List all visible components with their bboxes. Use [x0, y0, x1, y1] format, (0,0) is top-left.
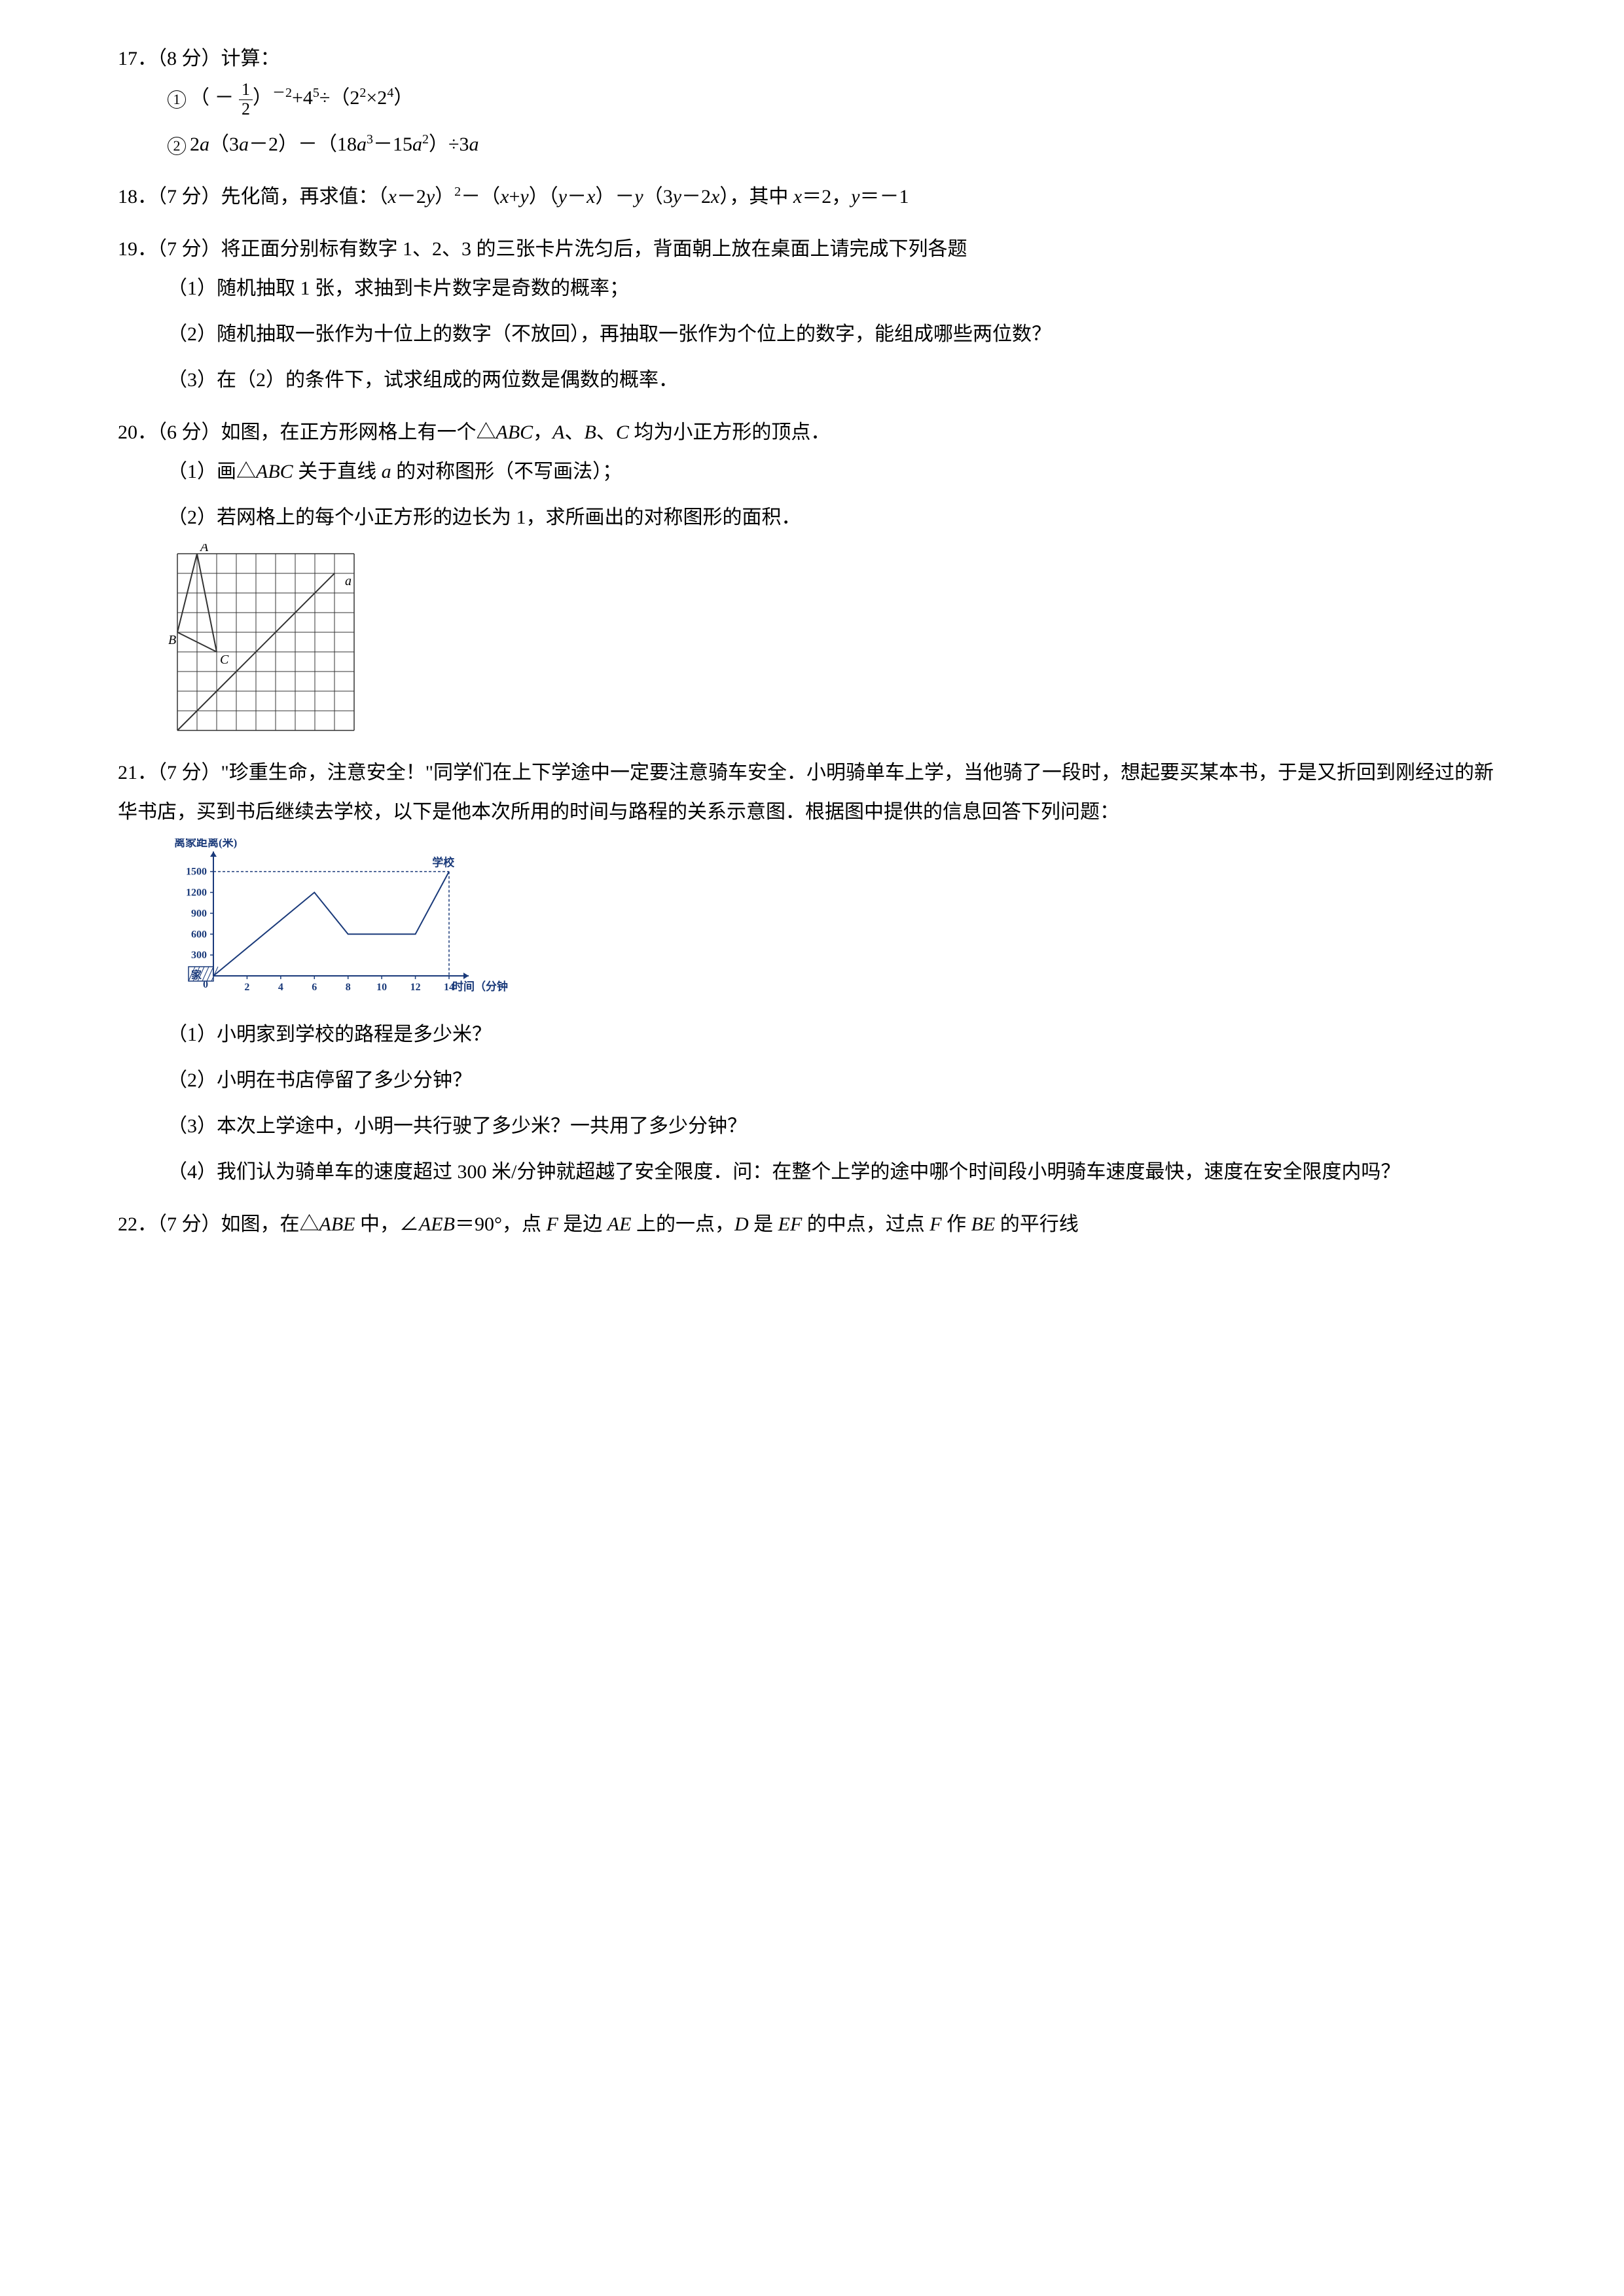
problem-19-header: 19．（7 分）将正面分别标有数字 1、2、3 的三张卡片洗匀后，背面朝上放在桌… — [118, 230, 1506, 269]
fraction-half: 12 — [239, 81, 253, 118]
svg-text:1200: 1200 — [186, 888, 207, 899]
distance-time-chart: 家3006009001200150002468101214离家距离(米)时间（分… — [168, 838, 508, 1002]
circled-1: 1 — [168, 90, 186, 109]
q20-figure: A B Ca — [168, 544, 1506, 740]
svg-text:2: 2 — [244, 982, 249, 993]
svg-text:家: 家 — [191, 969, 202, 981]
svg-text:时间（分钟）: 时间（分钟） — [452, 980, 508, 993]
problem-20-header: 20．（6 分）如图，在正方形网格上有一个△ABC，A、B、C 均为小正方形的顶… — [118, 413, 1506, 452]
circled-2: 2 — [168, 137, 186, 155]
problem-18: 18．（7 分）先化简，再求值：（x－2y）2－（x+y）（y－x）－y（3y－… — [118, 177, 1506, 217]
svg-text:B: B — [168, 633, 176, 647]
svg-text:学校: 学校 — [432, 856, 455, 869]
svg-text:10: 10 — [376, 982, 387, 993]
problem-17: 17．（8 分）计算： 1（ － 12）－2+45÷（22×24） 22a（3a… — [118, 39, 1506, 164]
svg-text:0: 0 — [203, 979, 208, 990]
q21-s4: （4）我们认为骑单车的速度超过 300 米/分钟就超越了安全限度．问：在整个上学… — [168, 1153, 1506, 1192]
svg-text:离家距离(米): 离家距离(米) — [174, 838, 237, 849]
svg-text:900: 900 — [191, 908, 207, 920]
problem-17-header: 17．（8 分）计算： — [118, 39, 1506, 79]
problem-22: 22．（7 分）如图，在△ABE 中，∠AEB＝90°，点 F 是边 AE 上的… — [118, 1205, 1506, 1244]
q20-s1: （1）画△ABC 关于直线 a 的对称图形（不写画法）； — [168, 452, 1506, 492]
q19-s2: （2）随机抽取一张作为十位上的数字（不放回），再抽取一张作为个位上的数字，能组成… — [168, 315, 1506, 354]
problem-21: 21．（7 分）"珍重生命，注意安全！"同学们在上下学途中一定要注意骑车安全．小… — [118, 753, 1506, 1192]
q21-figure: 家3006009001200150002468101214离家距离(米)时间（分… — [168, 838, 1506, 1002]
svg-text:12: 12 — [410, 982, 421, 993]
svg-text:C: C — [220, 653, 229, 667]
svg-text:6: 6 — [312, 982, 317, 993]
svg-text:4: 4 — [278, 982, 283, 993]
q19-s1: （1）随机抽取 1 张，求抽到卡片数字是奇数的概率； — [168, 269, 1506, 308]
problem-21-header: 21．（7 分）"珍重生命，注意安全！"同学们在上下学途中一定要注意骑车安全．小… — [118, 753, 1506, 832]
q21-s3: （3）本次上学途中，小明一共行驶了多少米？一共用了多少分钟？ — [168, 1107, 1506, 1146]
svg-text:A: A — [199, 544, 209, 554]
q19-s3: （3）在（2）的条件下，试求组成的两位数是偶数的概率． — [168, 361, 1506, 400]
problem-20: 20．（6 分）如图，在正方形网格上有一个△ABC，A、B、C 均为小正方形的顶… — [118, 413, 1506, 740]
svg-text:300: 300 — [191, 950, 207, 961]
svg-text:1500: 1500 — [186, 867, 207, 878]
q20-s2: （2）若网格上的每个小正方形的边长为 1，求所画出的对称图形的面积． — [168, 498, 1506, 537]
problem-19: 19．（7 分）将正面分别标有数字 1、2、3 的三张卡片洗匀后，背面朝上放在桌… — [118, 230, 1506, 400]
svg-text:600: 600 — [191, 929, 207, 940]
q17-part1: 1（ － 12）－2+45÷（22×24） — [168, 79, 1506, 118]
grid-diagram: A B Ca — [168, 544, 364, 740]
q17-part2: 22a（3a－2）－（18a3－15a2）÷3a — [168, 125, 1506, 164]
svg-text:8: 8 — [346, 982, 351, 993]
svg-text:a: a — [345, 574, 352, 588]
q21-s1: （1）小明家到学校的路程是多少米？ — [168, 1015, 1506, 1054]
q21-s2: （2）小明在书店停留了多少分钟？ — [168, 1061, 1506, 1100]
